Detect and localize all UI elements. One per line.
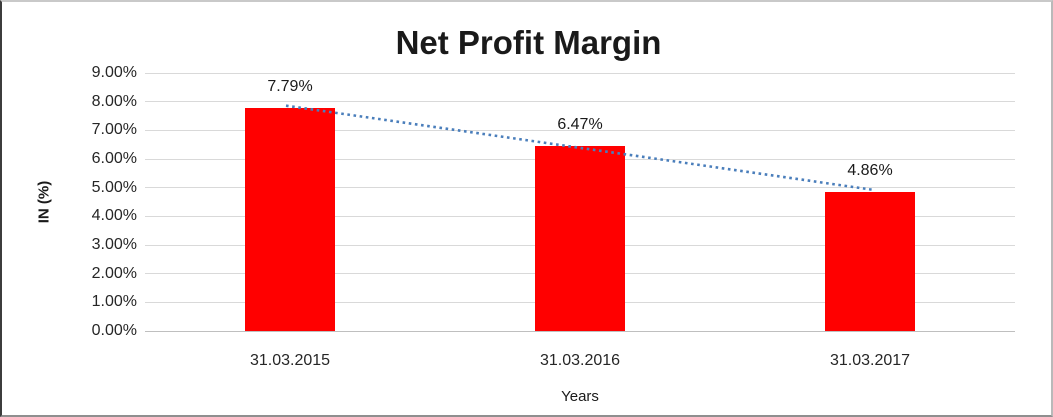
bar	[245, 107, 335, 331]
gridline	[145, 101, 1015, 103]
y-tick-label: 0.00%	[91, 322, 137, 339]
x-axis-title: Years	[561, 388, 599, 405]
gridline	[145, 72, 1015, 74]
y-tick-label: 6.00%	[91, 150, 137, 167]
bar-value-label: 7.79%	[267, 77, 313, 95]
x-category-label: 31.03.2017	[829, 352, 911, 369]
y-tick-label: 1.00%	[91, 293, 137, 311]
y-tick-label: 7.00%	[91, 121, 137, 139]
y-tick-label: 3.00%	[91, 236, 137, 253]
y-tick-label: 9.00%	[91, 64, 137, 81]
chart-title: Net Profit Margin	[395, 24, 662, 61]
x-category-label: 31.03.2015	[249, 352, 331, 369]
gridline	[145, 330, 1015, 332]
bar-value-label: 4.86%	[847, 161, 893, 179]
y-tick-label: 8.00%	[91, 92, 137, 110]
bar	[825, 191, 915, 331]
bar-value-label: 6.47%	[557, 115, 603, 133]
y-tick-label: 5.00%	[91, 178, 137, 196]
bar	[535, 145, 625, 331]
y-tick-label: 4.00%	[91, 207, 137, 225]
x-category-label: 31.03.2016	[539, 352, 621, 369]
y-tick-label: 2.00%	[91, 264, 137, 282]
